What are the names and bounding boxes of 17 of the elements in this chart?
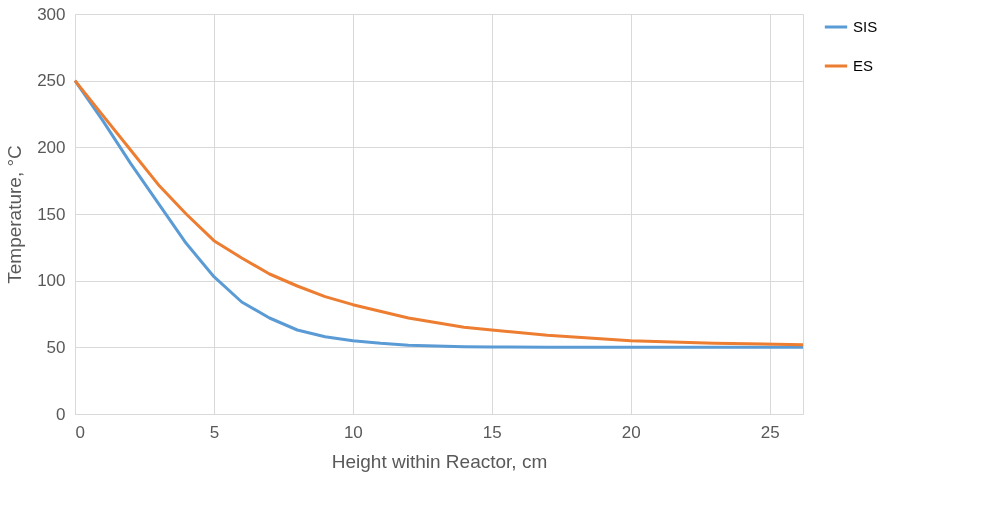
y-axis-title: Temperature, °C	[4, 145, 26, 284]
x-axis-title: Height within Reactor, cm	[331, 450, 548, 472]
legend-label: ES	[853, 57, 874, 74]
x-tick-label: 10	[343, 422, 363, 442]
y-tick-label: 200	[37, 137, 66, 157]
x-tick-label: 0	[75, 422, 85, 442]
legend-label: SIS	[853, 18, 878, 35]
x-tick-label: 15	[482, 422, 502, 442]
x-tick-label: 20	[621, 422, 641, 442]
y-tick-label: 250	[37, 71, 66, 91]
x-tick-label: 25	[760, 422, 780, 442]
y-tick-label: 50	[46, 337, 66, 357]
y-tick-label: 300	[37, 4, 66, 24]
y-tick-label: 0	[56, 404, 66, 424]
x-tick-label: 5	[209, 422, 220, 442]
y-tick-label: 150	[37, 204, 66, 224]
y-tick-label: 100	[37, 271, 66, 291]
